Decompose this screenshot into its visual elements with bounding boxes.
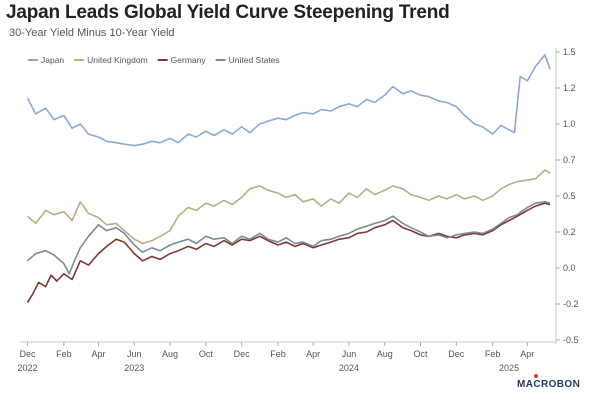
x-year-label: 2025 [499,363,519,373]
x-tick-label: Oct [199,349,214,359]
x-tick-label: Dec [20,349,37,359]
x-tick-label: Dec [234,349,251,359]
y-tick-label: -0.5 [563,335,579,345]
brand-logo-dot-icon [534,374,538,378]
legend-label-united-states: United States [229,55,280,65]
series-line-japan [26,54,551,147]
x-year-label: 2024 [339,363,359,373]
x-tick-label: Jun [127,349,142,359]
y-tick-label: 0.2 [563,227,576,237]
x-tick-label: Jun [342,349,357,359]
x-tick-label: Apr [306,349,320,359]
y-tick-label: -0.2 [563,299,579,309]
y-tick-label: 1.0 [563,119,576,129]
x-year-label: 2022 [18,363,38,373]
y-tick-label: 0.7 [563,155,576,165]
x-tick-label: Feb [485,349,501,359]
x-tick-label: Apr [91,349,105,359]
x-tick-label: Dec [448,349,465,359]
y-tick-label: 0.5 [563,191,576,201]
x-tick-label: Feb [270,349,286,359]
series-line-united-states [26,201,551,275]
brand-logo: MACROBON [517,379,581,390]
x-tick-label: Feb [56,349,72,359]
x-tick-label: Apr [520,349,534,359]
x-tick-label: Aug [162,349,178,359]
legend-label-japan: Japan [41,55,64,65]
x-tick-label: Oct [413,349,428,359]
series-line-germany [26,202,551,304]
chart-title: Japan Leads Global Yield Curve Steepenin… [6,2,450,23]
x-tick-label: Aug [377,349,393,359]
legend-label-germany: Germany [171,55,207,65]
y-tick-label: 0.0 [563,263,576,273]
series-line-united-kingdom [26,169,551,245]
y-tick-label: 1.5 [563,47,576,57]
y-tick-label: 1.2 [563,83,576,93]
legend-label-united-kingdom: United Kingdom [87,55,147,65]
chart-subtitle: 30-Year Yield Minus 10-Year Yield [9,27,175,39]
x-year-label: 2023 [124,363,144,373]
